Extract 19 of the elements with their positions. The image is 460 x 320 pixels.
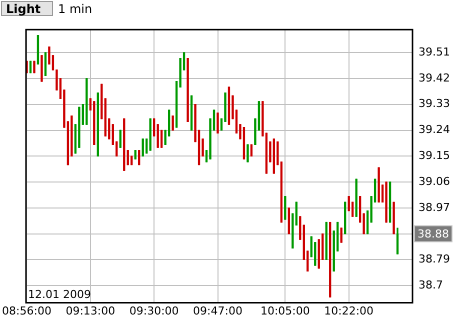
- x-tick-label: 08:56:00: [2, 304, 52, 318]
- x-tick-label: 09:30:00: [129, 304, 179, 318]
- y-tick-label: 38.97: [418, 200, 450, 214]
- y-tick-label: 39.06: [418, 174, 450, 188]
- x-tick-label: 10:22:00: [324, 304, 374, 318]
- y-tick-label: 38.79: [418, 252, 450, 266]
- y-tick-label: 39.51: [418, 45, 450, 58]
- y-tick-label: 39.33: [418, 97, 450, 110]
- y-tick-label: 38.7: [418, 278, 444, 292]
- text: 1 min: [58, 2, 92, 16]
- y-tick-label: 39.15: [418, 148, 450, 162]
- annotation: 12.01 2009: [28, 288, 91, 302]
- y-tick-label: 39.24: [418, 123, 450, 136]
- x-tick-label: 10:05:00: [260, 304, 310, 318]
- y-tick-label: 39.42: [418, 71, 450, 84]
- text: Light: [1, 1, 53, 16]
- x-tick-label: 09:13:00: [66, 304, 116, 318]
- x-tick-label: 09:47:00: [193, 304, 242, 318]
- text: 38.88: [418, 228, 450, 241]
